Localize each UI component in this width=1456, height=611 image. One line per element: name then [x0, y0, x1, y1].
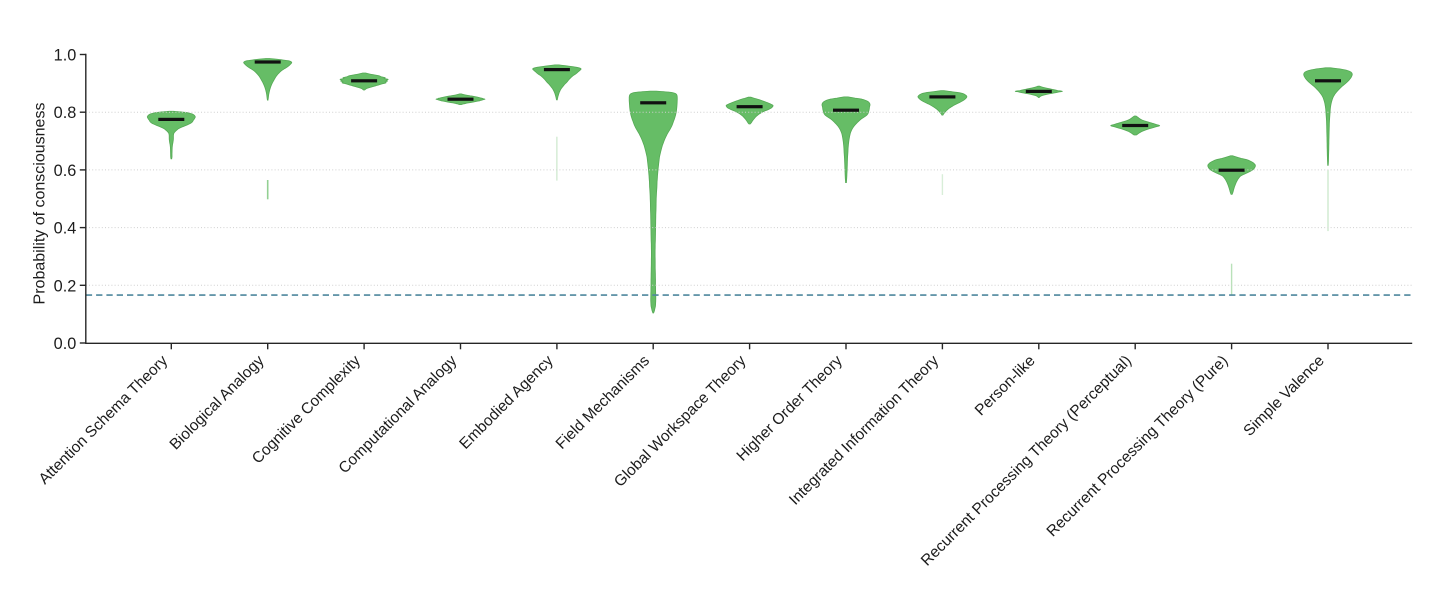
svg-text:Probability of consciousness: Probability of consciousness: [32, 103, 49, 305]
svg-text:0.8: 0.8: [54, 104, 77, 122]
svg-text:0.4: 0.4: [54, 220, 77, 238]
svg-text:0.6: 0.6: [54, 162, 77, 180]
svg-text:0.2: 0.2: [54, 277, 77, 295]
svg-text:1.0: 1.0: [54, 47, 77, 65]
svg-text:0.0: 0.0: [54, 335, 77, 353]
